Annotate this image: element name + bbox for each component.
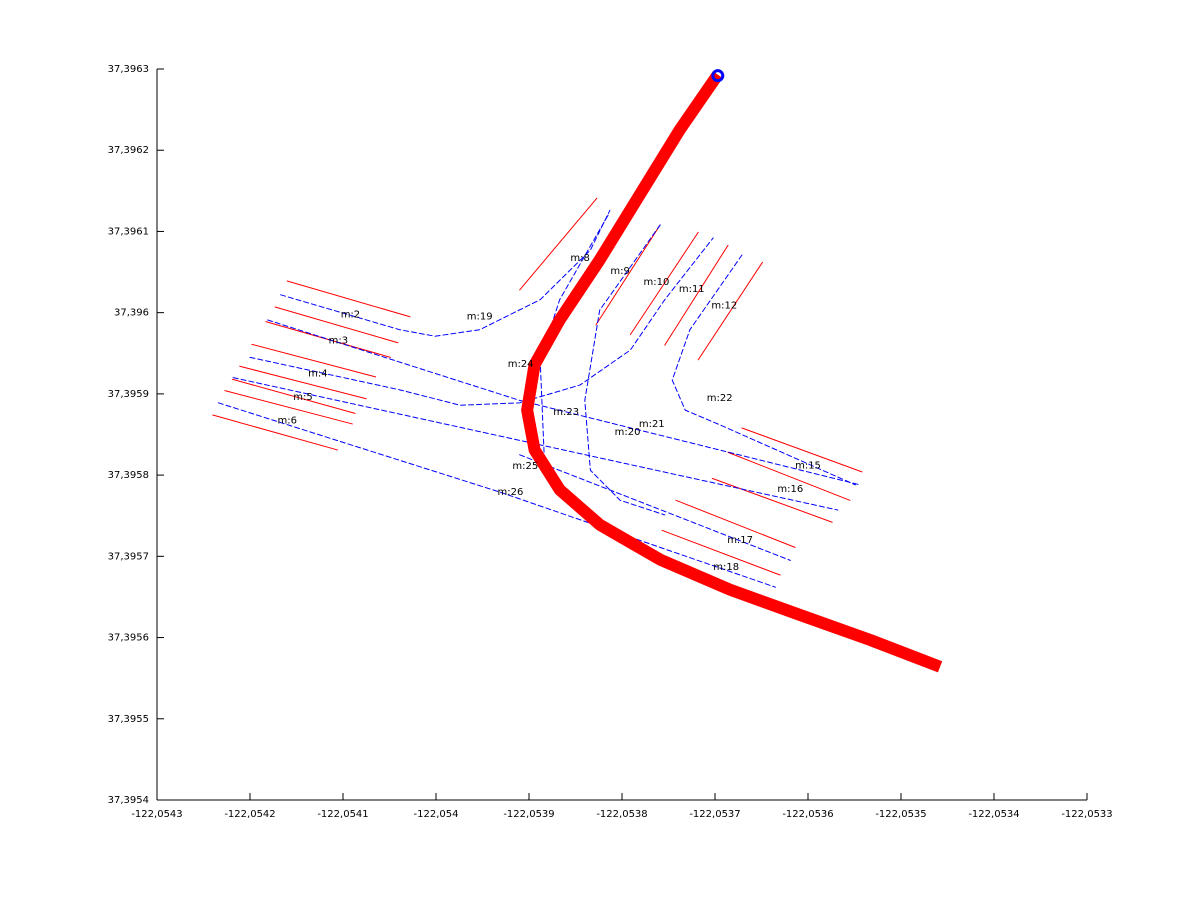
lane-label: m:22: [707, 393, 733, 404]
lane-line: [727, 451, 851, 501]
lane-label: m:3: [329, 335, 348, 346]
y-tick-label: 37,3958: [108, 470, 149, 481]
x-tick-label: -122,0538: [596, 809, 647, 820]
lane-label: m:23: [553, 407, 579, 418]
lane-label: m:6: [277, 416, 296, 427]
lane-line: [661, 529, 781, 576]
lane-label: m:15: [795, 460, 821, 471]
lane-line: [286, 280, 411, 318]
lane-line: [697, 261, 763, 361]
lane-line: [595, 224, 661, 326]
y-tick-label: 37,3954: [108, 795, 149, 806]
lane-label: m:11: [679, 284, 705, 295]
lane-line: [212, 414, 338, 451]
lane-line: [671, 254, 856, 486]
lane-line: [265, 321, 391, 358]
lane-line: [251, 343, 377, 378]
lane-line: [217, 402, 776, 588]
y-tick-label: 37,3961: [108, 226, 149, 237]
x-tick-label: -122,0534: [968, 809, 1019, 820]
x-tick-label: -122,0537: [689, 809, 740, 820]
x-tick-label: -122,0535: [875, 809, 926, 820]
lane-label: m:8: [570, 253, 589, 264]
x-tick-label: -122,0542: [224, 809, 275, 820]
lane-line: [584, 224, 666, 516]
lane-label: m:21: [639, 419, 665, 430]
lane-line: [519, 454, 791, 561]
lane-label: m:24: [508, 359, 534, 370]
lane-line: [711, 477, 833, 523]
lane-line: [224, 390, 353, 425]
lane-line: [267, 319, 861, 486]
x-tick-label: -122,0539: [503, 809, 554, 820]
trajectory: [521, 71, 943, 673]
lane-line: [249, 237, 714, 406]
x-tick-label: -122,054: [414, 809, 459, 820]
y-tick-label: 37,3955: [108, 714, 149, 725]
y-tick-label: 37,3962: [108, 145, 149, 156]
lane-label: m:12: [711, 300, 737, 311]
lane-line: [239, 365, 367, 400]
lane-line: [675, 499, 796, 548]
lane-label: m:10: [643, 277, 669, 288]
lane-label: m:18: [713, 562, 739, 573]
lane-label: m:9: [610, 266, 629, 277]
x-tick-label: -122,0533: [1061, 809, 1112, 820]
lane-label: m:4: [308, 369, 327, 380]
lane-label: m:25: [512, 461, 538, 472]
lane-line: [741, 427, 863, 473]
lane-line: [274, 306, 399, 344]
lane-label: m:5: [293, 392, 312, 403]
lane-line: [664, 244, 729, 346]
x-tick-label: -122,0543: [131, 809, 182, 820]
y-tick-label: 37,3957: [108, 551, 149, 562]
lane-line: [629, 231, 699, 336]
lane-line: [280, 209, 611, 337]
y-tick-label: 37,396: [114, 308, 149, 319]
x-tick-label: -122,0541: [317, 809, 368, 820]
lane-label: m:19: [467, 312, 493, 323]
y-tick-label: 37,3959: [108, 389, 149, 400]
start-marker: [711, 69, 725, 83]
x-tick-label: -122,0536: [782, 809, 833, 820]
lane-label: m:26: [497, 487, 523, 498]
lane-label: m:20: [615, 427, 641, 438]
lane-label: m:17: [727, 535, 753, 546]
lane-line: [231, 378, 356, 414]
lane-line: [519, 197, 598, 291]
y-tick-label: 37,3956: [108, 633, 149, 644]
lane-label: m:2: [341, 309, 360, 320]
y-tick-label: 37,3963: [108, 64, 149, 75]
lane-label: m:16: [777, 484, 803, 495]
